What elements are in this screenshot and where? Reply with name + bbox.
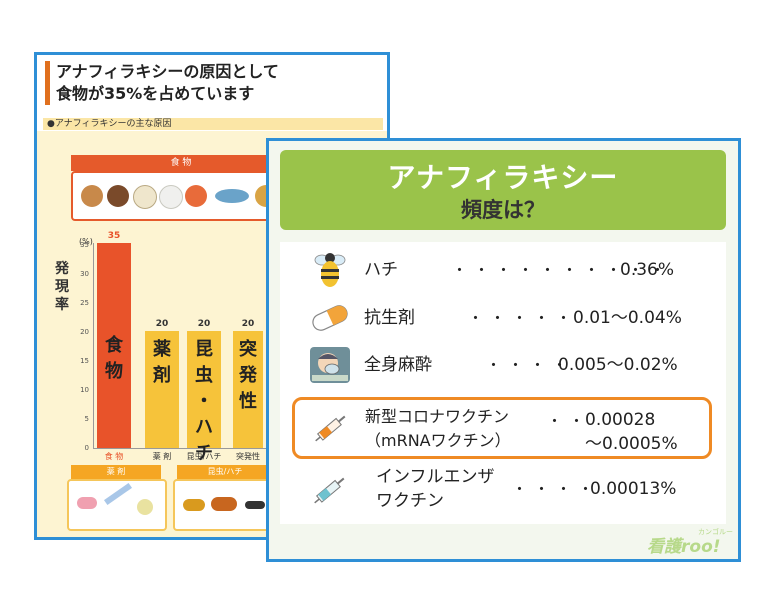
bar-value-label: 35	[107, 231, 121, 241]
frequency-list: ハチ ・・・・・・・・・・ 0.36% 抗生剤 ・・・・・ 0.01〜0.04%…	[280, 242, 726, 524]
y-tick: 10	[80, 386, 89, 394]
back-header	[37, 55, 387, 117]
list-item: インフルエンザ ワクチン ・・・・ 0.00013%	[280, 466, 726, 516]
bar-inner-label: 昆虫・ハチ	[195, 338, 213, 464]
x-axis	[93, 448, 387, 449]
drug-tag: 薬 剤	[71, 465, 161, 479]
item-value-line1: 0.00028	[585, 410, 656, 430]
bar-inner-label: 薬剤	[153, 338, 171, 386]
list-item: 抗生剤 ・・・・・ 0.01〜0.04%	[280, 298, 726, 338]
chart-bar: 昆虫・ハチ	[187, 330, 221, 464]
main-title: アナフィラキシー	[387, 161, 619, 194]
back-title-line1: アナフィラキシーの原因として	[56, 62, 279, 81]
item-value: 0.36%	[620, 260, 675, 280]
capsule-icon	[77, 497, 97, 509]
y-tick: 35	[80, 241, 89, 249]
capsule-icon	[312, 305, 348, 331]
ant-icon	[245, 501, 265, 509]
item-value-line2: 〜0.0005%	[585, 434, 678, 454]
kangoroo-logo: 看護roo!	[647, 537, 721, 557]
item-name-line1: インフルエンザ	[376, 467, 495, 487]
peanut-icon	[81, 185, 103, 207]
back-title: アナフィラキシーの原因として 食物が35%を占めています	[45, 61, 279, 105]
boiled-egg-icon	[159, 185, 183, 209]
chart-bar: 突発性	[233, 330, 263, 448]
frequency-header: アナフィラキシー 頻度は？	[280, 150, 726, 230]
list-item: ハチ ・・・・・・・・・・ 0.36%	[280, 250, 726, 290]
y-axis-unit: (%)	[79, 237, 93, 246]
food-tag: 食 物	[71, 155, 291, 171]
egg-icon	[133, 185, 157, 209]
y-tick: 30	[80, 270, 89, 278]
item-name-line1: 新型コロナワクチン	[365, 407, 510, 426]
item-name-line2: ワクチン	[376, 491, 444, 511]
insect-tag: 昆虫/ハチ	[177, 465, 273, 479]
fish-icon	[215, 189, 249, 203]
hornet-icon	[211, 497, 237, 511]
tablet-icon	[137, 499, 153, 515]
y-tick: 15	[80, 357, 89, 365]
x-tick-label: 昆虫/ハチ	[186, 452, 222, 461]
item-name-line2: （mRNAワクチン）	[365, 431, 511, 450]
item-name: ハチ	[364, 260, 398, 280]
kangoroo-logo-small: カンゴルー	[698, 528, 733, 536]
anesthesia-patient-icon	[310, 347, 350, 383]
covid-vaccine-highlight: 新型コロナワクチン （mRNAワクチン） ・・ 0.00028 〜0.0005%	[292, 397, 712, 459]
item-name: 全身麻酔	[364, 355, 432, 375]
food-icons-box	[71, 171, 297, 221]
item-value: 0.00013%	[590, 479, 677, 499]
bar-inner-label: 食物	[105, 335, 123, 382]
x-tick-label: 食 物	[104, 452, 124, 461]
item-value: 0.005〜0.02%	[558, 355, 678, 375]
dot-leader: ・・	[547, 412, 592, 430]
bee-icon	[183, 499, 205, 511]
bar-value-label: 20	[155, 318, 169, 329]
main-subtitle: 頻度は？	[461, 198, 545, 222]
y-tick: 5	[84, 415, 89, 423]
dot-leader: ・・・・	[486, 356, 575, 374]
dot-leader: ・・・・・	[468, 309, 579, 327]
item-name: 抗生剤	[364, 308, 415, 328]
insect-icons-box	[173, 479, 277, 531]
chart-bar: 食物	[97, 243, 131, 448]
syringe-icon	[314, 477, 345, 504]
syringe-icon	[103, 482, 133, 506]
back-title-line2: 食物が35%を占めています	[56, 84, 255, 103]
bar-value-label: 20	[241, 318, 255, 329]
nut-icon	[107, 185, 129, 207]
drug-icons-box	[67, 479, 167, 531]
dot-leader: ・・・・	[512, 480, 601, 498]
chart-bar: 薬剤	[145, 330, 179, 448]
dot-leader: ・・・・・・・・・・	[452, 261, 673, 279]
item-value: 0.01〜0.04%	[573, 308, 682, 328]
back-subtitle: ●アナフィラキシーの主な原因	[43, 118, 383, 130]
y-tick: 20	[80, 328, 89, 336]
y-axis-label: 発現率	[55, 261, 69, 313]
y-axis	[93, 243, 94, 448]
syringe-icon	[315, 415, 346, 442]
bee-icon	[314, 253, 346, 287]
y-tick: 0	[84, 444, 89, 452]
x-tick-label: 突発性	[236, 452, 260, 461]
bar-inner-label: 突発性	[239, 338, 257, 412]
x-tick-label: 薬 剤	[152, 452, 172, 461]
list-item: 全身麻酔 ・・・・ 0.005〜0.02%	[280, 345, 726, 385]
shrimp-icon	[185, 185, 207, 207]
y-tick: 25	[80, 299, 89, 307]
bar-value-label: 20	[197, 318, 211, 329]
